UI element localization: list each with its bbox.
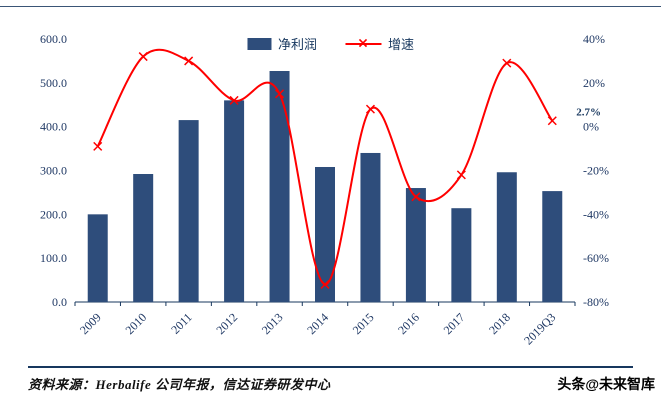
- x-marker-icon: [93, 141, 103, 151]
- watermark: 头条@未来智库: [557, 376, 655, 392]
- x-axis-category-label: 2011: [168, 310, 195, 337]
- legend-item-growth: × 增速: [345, 34, 414, 53]
- x-marker-icon: [138, 52, 148, 62]
- x-axis-category-label: 2015: [350, 310, 377, 337]
- right-axis-tick-label: 20%: [583, 76, 605, 90]
- legend-label-growth: 增速: [388, 37, 415, 52]
- right-axis-tick-label: -80%: [583, 295, 609, 309]
- left-axis-tick-label: 400.0: [40, 120, 67, 134]
- x-axis-category-label: 2018: [486, 310, 513, 337]
- net-profit-bar: [360, 152, 381, 302]
- left-axis-tick-label: 200.0: [40, 207, 67, 221]
- top-border-line: [0, 6, 661, 7]
- chart-canvas: 0.0 100.0 200.0 300.0 400.0 500.0 600.0 -80% -60…: [40, 32, 609, 347]
- line-x-marker-icon: ×: [345, 36, 381, 50]
- x-axis-category-label: 2012: [213, 310, 240, 337]
- footer: 资料来源：Herbalife 公司年报，信达证券研发中心 头条@未来智库: [28, 374, 655, 394]
- x-marker-icon: [320, 279, 330, 289]
- net-profit-bar: [542, 191, 563, 302]
- net-profit-bar: [315, 166, 335, 302]
- net-profit-bar: [451, 208, 472, 302]
- net-profit-bar: [133, 174, 154, 302]
- legend-label-net-profit: 净利润: [277, 37, 317, 52]
- x-axis-category-label: 2019Q3: [521, 310, 558, 347]
- net-profit-bar: [178, 120, 199, 302]
- right-axis-tick-label: 40%: [583, 32, 605, 46]
- x-marker-icon: [229, 95, 239, 105]
- left-axis-tick-label: 100.0: [40, 251, 67, 265]
- x-marker-icon: [547, 116, 557, 126]
- net-profit-bar: [87, 214, 108, 302]
- x-marker-icon: [184, 56, 194, 66]
- x-axis-category-label: 2009: [77, 310, 104, 337]
- x-axis-category-label: 2010: [122, 310, 149, 337]
- x-axis-category-label: 2016: [395, 310, 422, 337]
- x-axis-category-label: 2013: [259, 310, 286, 337]
- net-profit-bar: [405, 188, 426, 302]
- right-axis-tick-label: -60%: [583, 251, 609, 265]
- growth-data-label: 2.7%: [576, 107, 601, 119]
- right-axis-tick-label: 0%: [583, 120, 599, 134]
- legend-item-net-profit: 净利润: [246, 34, 317, 53]
- left-axis-tick-label: 0.0: [52, 295, 67, 309]
- x-marker-icon: [275, 89, 285, 99]
- net-profit-growth-chart: 0.0 100.0 200.0 300.0 400.0 500.0 600.0 -80% -60…: [40, 32, 609, 347]
- footer-divider: [28, 366, 633, 368]
- right-axis-tick-label: -20%: [583, 164, 609, 178]
- x-marker-icon: [365, 104, 375, 114]
- x-marker-icon: [456, 170, 466, 180]
- x-axis-category-label: 2017: [441, 310, 468, 337]
- chart-legend: 净利润 × 增速: [240, 34, 421, 53]
- bar-swatch-icon: [246, 37, 271, 50]
- left-axis-tick-label: 500.0: [40, 76, 67, 90]
- x-axis-category-label: 2014: [304, 310, 331, 337]
- net-profit-bar: [269, 70, 290, 302]
- x-marker-icon: [502, 58, 512, 68]
- left-axis-tick-label: 600.0: [40, 32, 67, 46]
- source-note: 资料来源：Herbalife 公司年报，信达证券研发中心: [28, 377, 331, 392]
- net-profit-bar: [224, 100, 245, 302]
- net-profit-bar: [496, 172, 517, 302]
- right-axis-tick-label: -40%: [583, 207, 609, 221]
- left-axis-tick-label: 300.0: [40, 164, 67, 178]
- x-marker-icon: [411, 192, 421, 202]
